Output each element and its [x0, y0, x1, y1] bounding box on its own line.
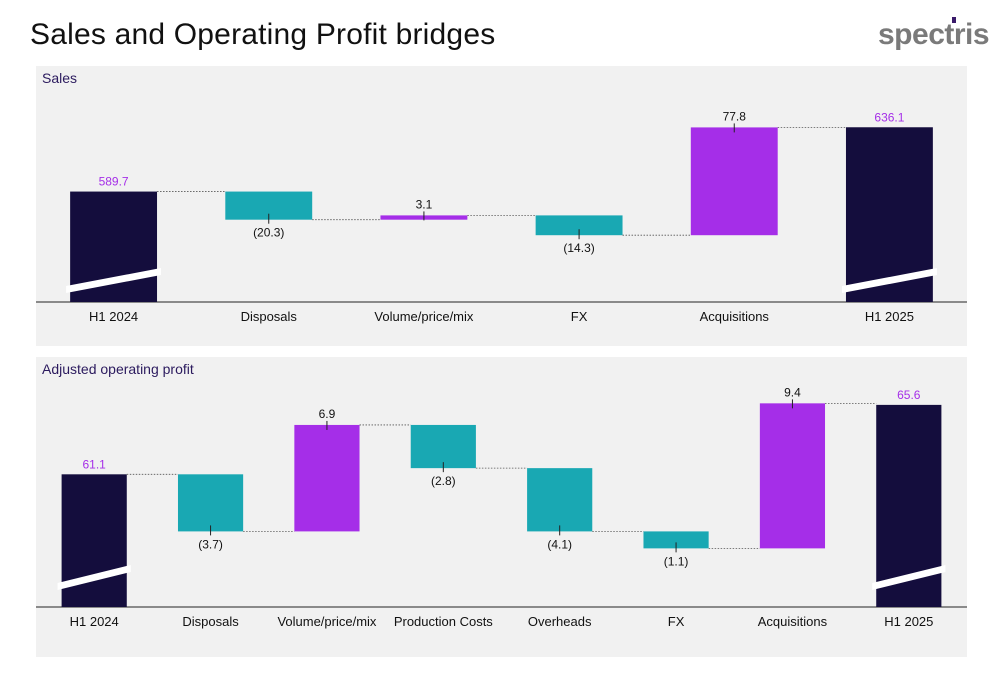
- waterfall-bar-h1-2024: [61, 474, 127, 607]
- operating-profit-chart-title: Adjusted operating profit: [42, 361, 194, 377]
- waterfall-bar-fx: [643, 531, 709, 549]
- category-label: H1 2024: [89, 309, 138, 324]
- data-label: 636.1: [874, 110, 904, 124]
- sales-chart-title: Sales: [42, 70, 78, 86]
- category-label: Production Costs: [394, 614, 493, 629]
- category-label: Overheads: [528, 614, 592, 629]
- category-label: FX: [571, 309, 588, 324]
- waterfall-bar-acquisitions: [759, 403, 826, 549]
- waterfall-bar-production-costs: [410, 424, 476, 469]
- data-label: (14.3): [563, 241, 594, 255]
- data-label: (1.1): [664, 554, 689, 568]
- category-label: Volume/price/mix: [277, 614, 376, 629]
- data-label: 9.4: [784, 385, 801, 399]
- logo-mark-icon: [952, 17, 956, 23]
- operating-profit-bridge-chart: 61.1 H1 2024 (3.7) Disposals 6.9 Volume/price…: [36, 385, 967, 629]
- waterfall-bar-disposals: [177, 474, 244, 532]
- page-title: Sales and Operating Profit bridges: [30, 18, 496, 51]
- category-label: H1 2025: [865, 309, 914, 324]
- category-label: H1 2024: [70, 614, 119, 629]
- waterfall-bar-acquisitions: [690, 127, 778, 236]
- data-label: (2.8): [431, 474, 456, 488]
- data-label: 3.1: [416, 197, 433, 211]
- data-label: (3.7): [198, 537, 223, 551]
- sales-bridge-chart: 589.7 H1 2024 (20.3) Disposals 3.1 Volume/pri…: [36, 109, 967, 324]
- spectris-logo: spectris: [878, 18, 990, 51]
- data-label: (20.3): [253, 226, 284, 240]
- category-label: FX: [668, 614, 685, 629]
- axis-break-mark: [57, 565, 131, 590]
- category-label: Disposals: [241, 309, 298, 324]
- data-label: 61.1: [83, 457, 107, 471]
- data-label: 77.8: [723, 109, 747, 123]
- sales-chart-panel: 589.7 H1 2024 (20.3) Disposals 3.1 Volume/pri…: [36, 66, 967, 346]
- waterfall-bar-overheads: [527, 468, 593, 532]
- axis-break-mark: [66, 268, 162, 293]
- category-label: Volume/price/mix: [374, 309, 473, 324]
- axis-break-mark: [872, 565, 946, 590]
- category-label: H1 2025: [884, 614, 933, 629]
- category-label: Acquisitions: [700, 309, 770, 324]
- category-label: Acquisitions: [758, 614, 828, 629]
- waterfall-bar-fx: [535, 215, 623, 236]
- category-label: Disposals: [182, 614, 239, 629]
- data-label: (4.1): [547, 537, 572, 551]
- operating-profit-chart-panel: 61.1 H1 2024 (3.7) Disposals 6.9 Volume/price…: [36, 357, 967, 657]
- data-label: 65.6: [897, 388, 921, 402]
- axis-break-mark: [841, 268, 937, 293]
- data-label: 6.9: [319, 407, 336, 421]
- data-label: 589.7: [99, 175, 129, 189]
- waterfall-bar-volume-price-mix: [294, 424, 360, 532]
